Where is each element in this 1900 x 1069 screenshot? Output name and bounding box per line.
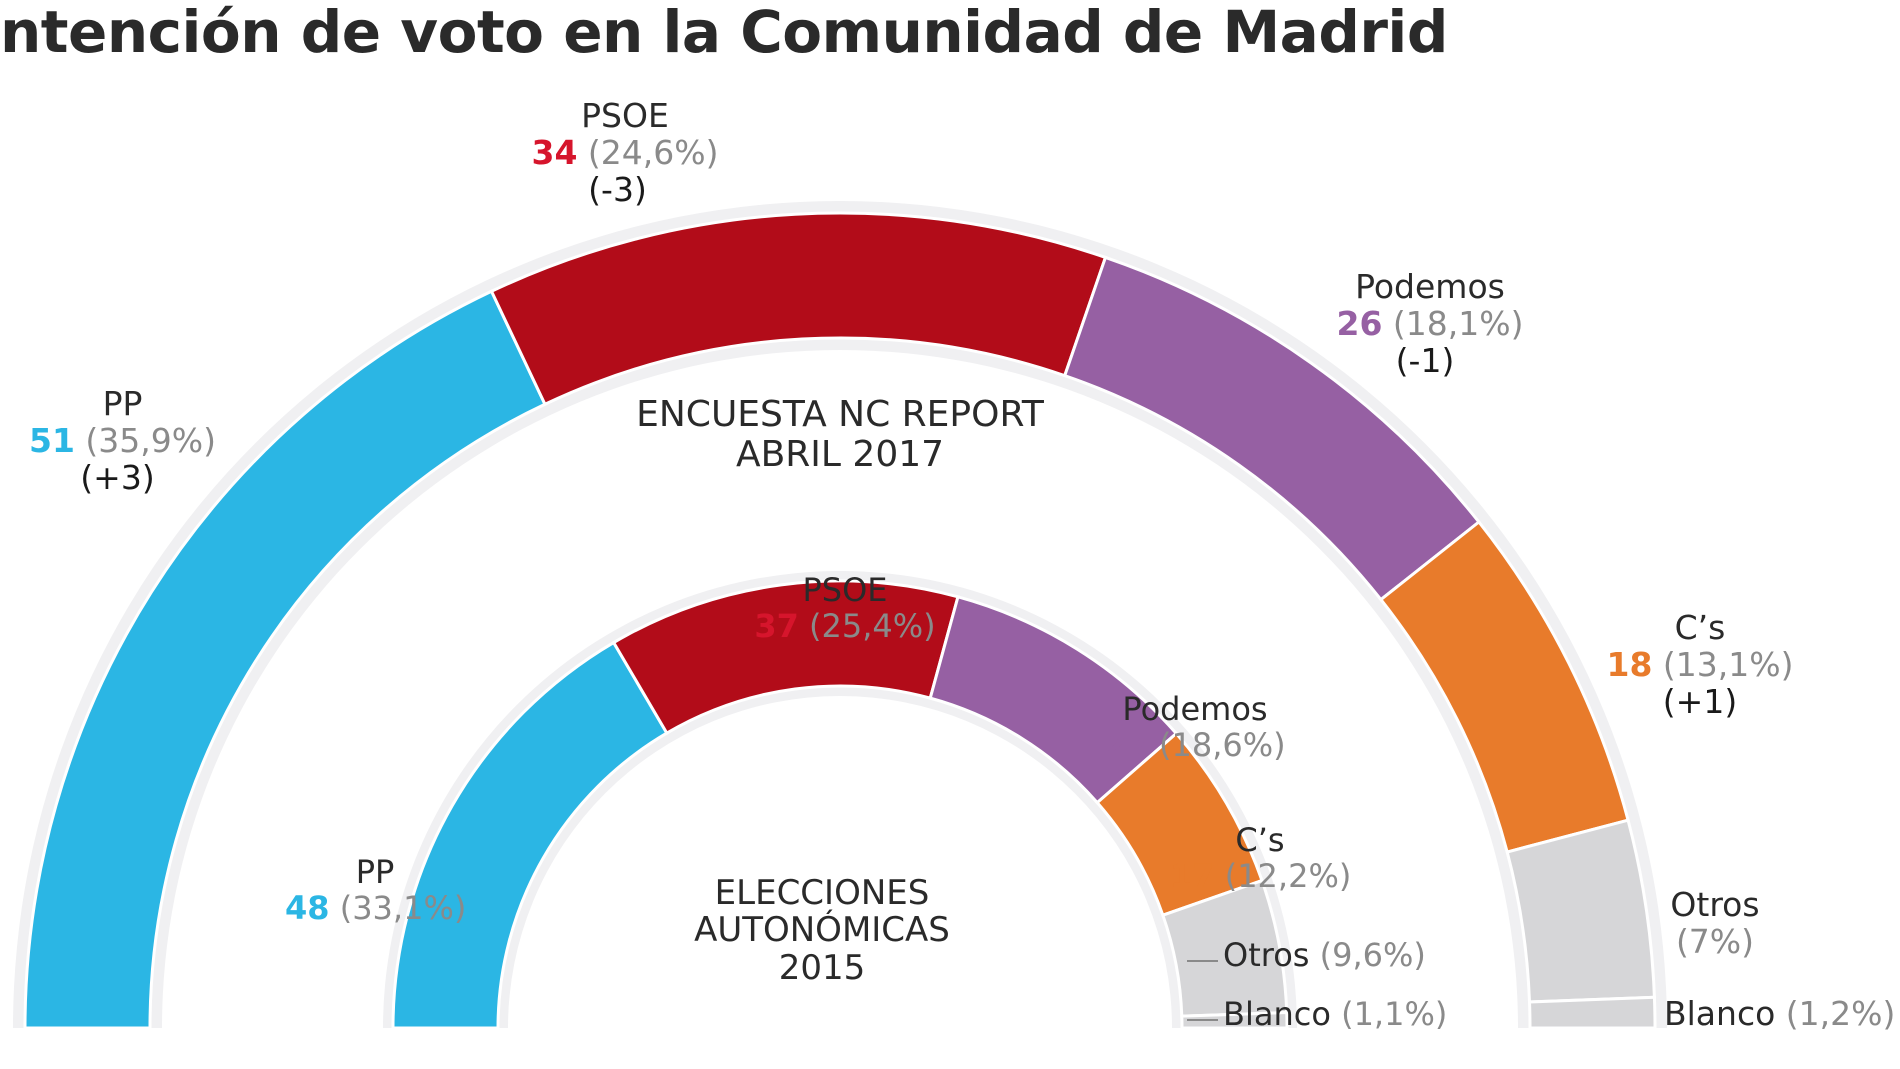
label-2015-blanco-party: Blanco: [1223, 995, 1331, 1033]
label-2017-cs-change: (+1): [1662, 681, 1738, 721]
label-2017-blanco-party: Blanco: [1664, 994, 1776, 1033]
inner-center-label: ELECCIONES AUTONÓMICAS 2015: [662, 873, 982, 988]
label-2017-podemos-seats: 26: [1336, 303, 1383, 343]
label-2015-otros: Otros (9,6%): [1223, 936, 1426, 974]
leader-lines: [1187, 960, 1218, 1021]
label-2017-podemos-change: (-1): [1395, 340, 1455, 380]
label-2015-podemos-seats: 27: [1104, 725, 1149, 764]
label-2015-blanco-pct: (1,1%): [1341, 995, 1448, 1033]
outer-slice-blanco: [1527, 995, 1657, 1030]
inner-ring-2015: [383, 571, 1297, 1030]
label-2015-blanco: Blanco (1,1%): [1223, 995, 1448, 1033]
label-2017-psoe-change: (-3): [588, 169, 647, 209]
outer-center-line-2: ABRIL 2017: [735, 433, 945, 475]
label-2017-pp: PP 51 (35,9%) (+3): [20, 384, 225, 497]
inner-center-line-1: ELECCIONES: [714, 873, 930, 913]
label-2015-pp-seats: 48: [285, 888, 330, 927]
label-2015-otros-pct: (9,6%): [1319, 936, 1426, 974]
outer-slice-otros: [1505, 818, 1656, 1004]
label-2017-podemos-party: Podemos: [1355, 267, 1505, 306]
label-2017-pp-pct: (35,9%): [85, 420, 217, 460]
label-2017-otros-party: Otros: [1670, 885, 1760, 924]
label-2015-podemos: Podemos 27 (18,6%): [1100, 690, 1290, 764]
inner-center-line-2: AUTONÓMICAS: [694, 910, 950, 951]
label-2015-cs: C’s 17 (12,2%): [1170, 821, 1352, 895]
label-2017-podemos: Podemos 26 (18,1%) (-1): [1325, 267, 1535, 380]
outer-slice-psoe: [489, 211, 1108, 407]
label-2015-pp-pct: (33,1%): [339, 888, 467, 927]
label-2017-otros: Otros (7%): [1650, 885, 1780, 961]
label-2017-cs-pct: (13,1%): [1662, 644, 1794, 684]
label-2017-pp-party: PP: [102, 384, 143, 423]
label-2017-pp-seats: 51: [28, 420, 75, 460]
label-2017-psoe-seats: 34: [531, 132, 578, 172]
label-2017-cs: C’s 18 (13,1%) (+1): [1600, 608, 1800, 721]
label-2017-psoe: PSOE 34 (24,6%) (-3): [520, 96, 730, 209]
label-2015-pp: PP 48 (33,1%): [285, 853, 467, 927]
label-2015-pp-party: PP: [355, 853, 395, 891]
label-2015-cs-pct: (12,2%): [1224, 856, 1352, 895]
chart-title: ntención de voto en la Comunidad de Madr…: [0, 0, 1448, 66]
label-2015-otros-party: Otros: [1223, 936, 1310, 974]
inner-slice-blanco: [1180, 1011, 1289, 1030]
outer-center-label: ENCUESTA NC REPORT ABRIL 2017: [620, 395, 1060, 474]
label-2017-pp-change: (+3): [80, 457, 155, 497]
label-2017-psoe-party: PSOE: [581, 96, 669, 135]
label-2015-podemos-pct: (18,6%): [1159, 725, 1286, 764]
label-2017-blanco-pct: (1,2%): [1785, 994, 1896, 1033]
label-2017-podemos-pct: (18,1%): [1392, 303, 1524, 343]
outer-center-line-1: ENCUESTA NC REPORT: [636, 394, 1044, 435]
outer-ring-2017: [13, 201, 1667, 1030]
label-2015-cs-party: C’s: [1235, 821, 1285, 859]
label-2015-psoe-seats: 37: [754, 606, 799, 645]
inner-center-line-3: 2015: [778, 947, 866, 988]
label-2017-cs-party: C’s: [1674, 608, 1726, 647]
label-2015-psoe: PSOE 37 (25,4%): [750, 571, 940, 645]
label-2015-cs-seats: 17: [1170, 856, 1215, 895]
label-2015-podemos-party: Podemos: [1122, 690, 1268, 728]
label-2017-blanco: Blanco (1,2%): [1664, 994, 1896, 1033]
label-2017-cs-seats: 18: [1606, 644, 1653, 684]
label-2017-psoe-pct: (24,6%): [587, 132, 719, 172]
label-2015-psoe-pct: (25,4%): [809, 606, 936, 645]
label-2017-otros-pct: (7%): [1675, 921, 1755, 961]
label-2015-psoe-party: PSOE: [802, 571, 888, 609]
